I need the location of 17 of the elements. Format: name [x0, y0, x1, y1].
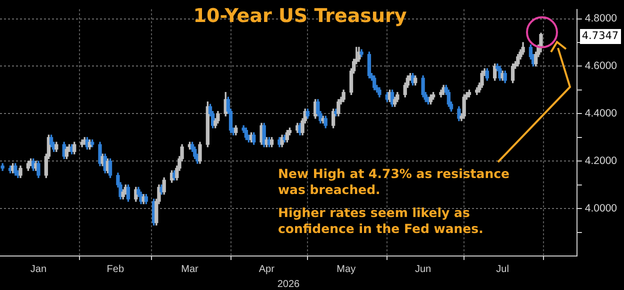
annotation: Higher rates seem likely as confidence in the Fed wanes. — [278, 205, 484, 237]
text: 4.7347 — [580, 29, 621, 44]
x-tick-label: Mar — [181, 264, 200, 275]
x-tick-label: Jul — [496, 264, 509, 275]
x-tick-label: Apr — [258, 264, 276, 275]
annotation: New High at 4.73% as resistance was breached. — [278, 166, 510, 198]
chart-title: 10-Year US Treasury — [193, 4, 408, 27]
y-tick-label: 4.8000 — [584, 12, 618, 25]
x-tick-label: Jun — [414, 264, 432, 275]
y-tick-label: 4.6000 — [584, 60, 618, 72]
y-tick-label: 4.0000 — [584, 202, 618, 214]
y-tick-label: 4.2000 — [584, 155, 618, 168]
x-tick-label: May — [336, 264, 356, 275]
x-tick-label: Feb — [106, 264, 124, 275]
x-tick-label: Jan — [30, 264, 47, 275]
x-axis-title: 2026 — [277, 278, 300, 290]
y-tick-label: 4.4000 — [584, 108, 618, 120]
